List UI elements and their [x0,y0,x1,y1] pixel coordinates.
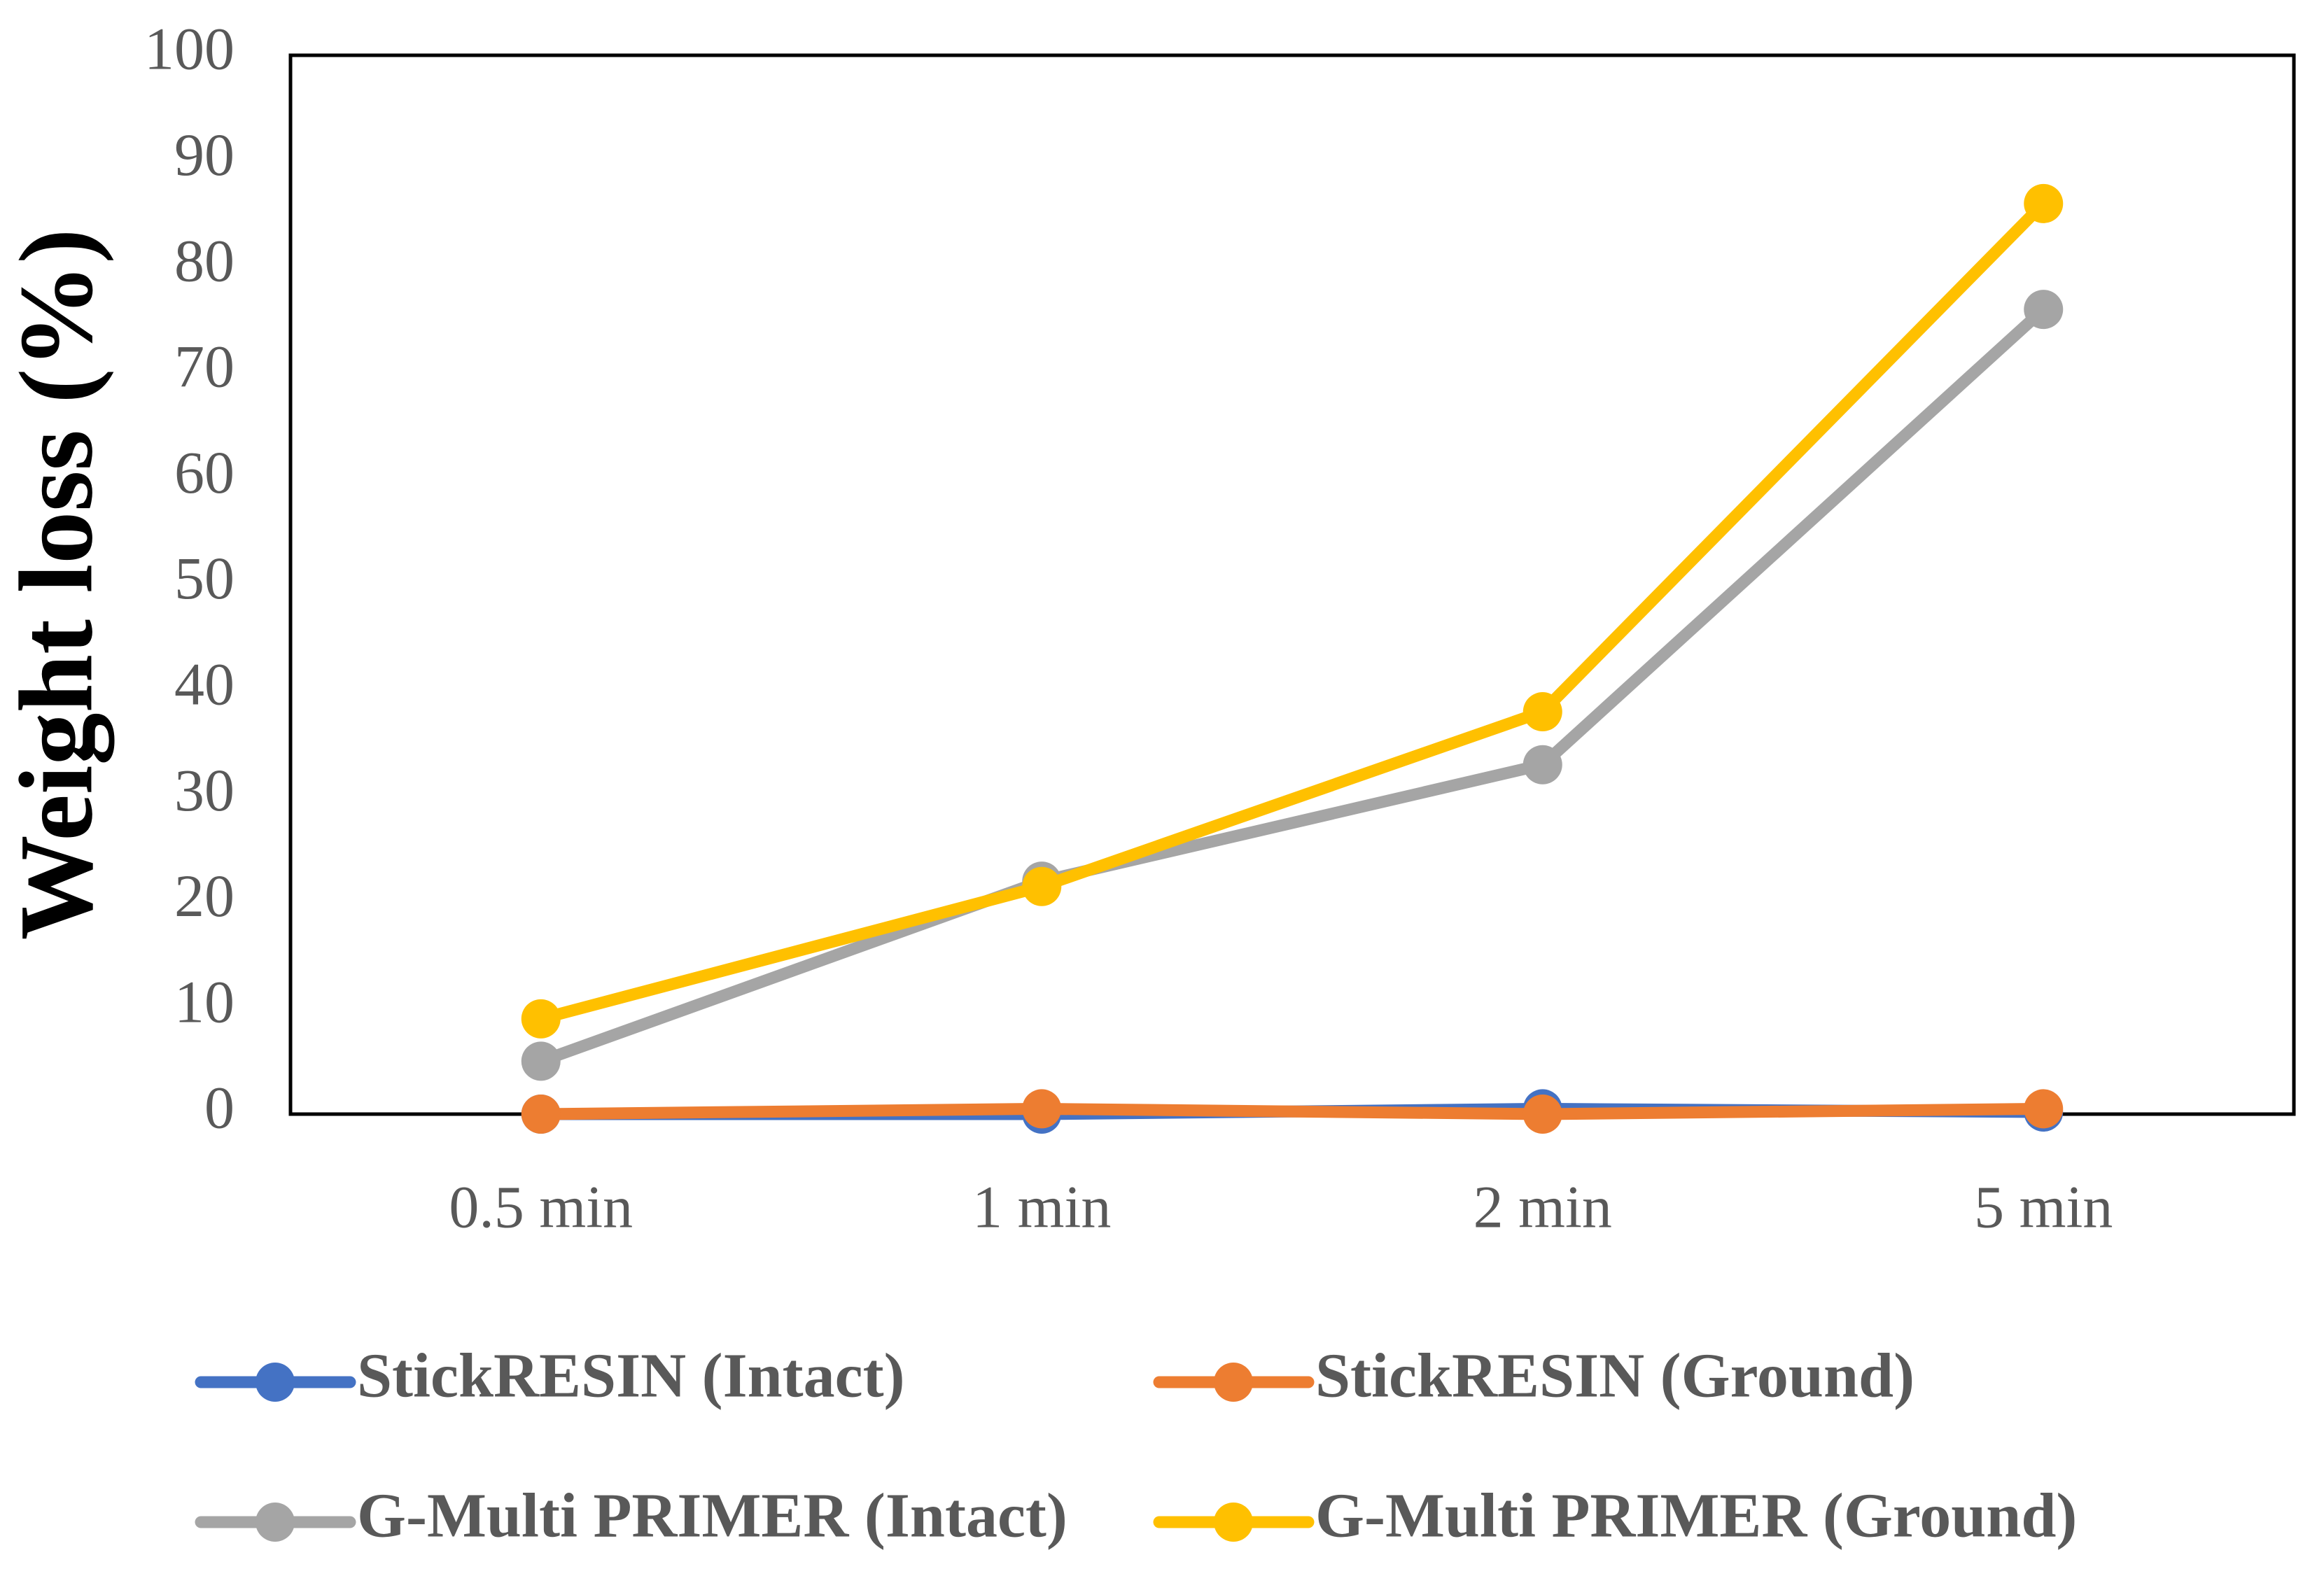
data-point [1522,1095,1562,1134]
x-tick-label: 0.5 min [449,1174,633,1241]
y-tick-label: 80 [174,227,234,294]
y-tick-label: 10 [174,968,234,1035]
data-point [2024,183,2064,223]
x-tick-label: 2 min [1474,1174,1612,1241]
series-line [535,197,2050,1025]
y-tick-label: 90 [174,121,234,188]
data-point [1522,745,1562,785]
y-tick-label: 100 [144,15,234,83]
y-tick-label: 40 [174,651,234,718]
x-tick-label: 5 min [1974,1174,2113,1241]
y-tick-label: 30 [174,757,234,824]
y-axis-label: Weight loss (%) [0,229,114,941]
data-point [521,1095,561,1134]
legend-marker [255,1503,295,1542]
y-tick-label: 60 [174,439,234,506]
series-line [535,303,2050,1067]
data-point [2024,290,2064,330]
series-line [535,1102,2050,1120]
data-point [1022,1089,1062,1129]
data-point [1022,866,1062,906]
legend-marker [1214,1503,1253,1542]
legend-label: StickRESIN (Ground) [1315,1342,1914,1411]
data-point [521,999,561,1039]
x-tick-label: 1 min [972,1174,1111,1241]
data-point [2024,1089,2064,1129]
legend-label: StickRESIN (Intact) [357,1342,905,1411]
data-point [1522,692,1562,732]
y-tick-label: 70 [174,333,234,400]
legend-label: G-Multi PRIMER (Intact) [357,1482,1068,1551]
y-tick-label: 20 [174,862,234,929]
legend-label: G-Multi PRIMER (Ground) [1315,1482,2077,1551]
legend-marker [255,1363,295,1402]
legend-marker [1214,1363,1253,1402]
y-tick-label: 0 [204,1074,234,1141]
data-point [521,1041,561,1081]
y-tick-label: 50 [174,544,234,612]
